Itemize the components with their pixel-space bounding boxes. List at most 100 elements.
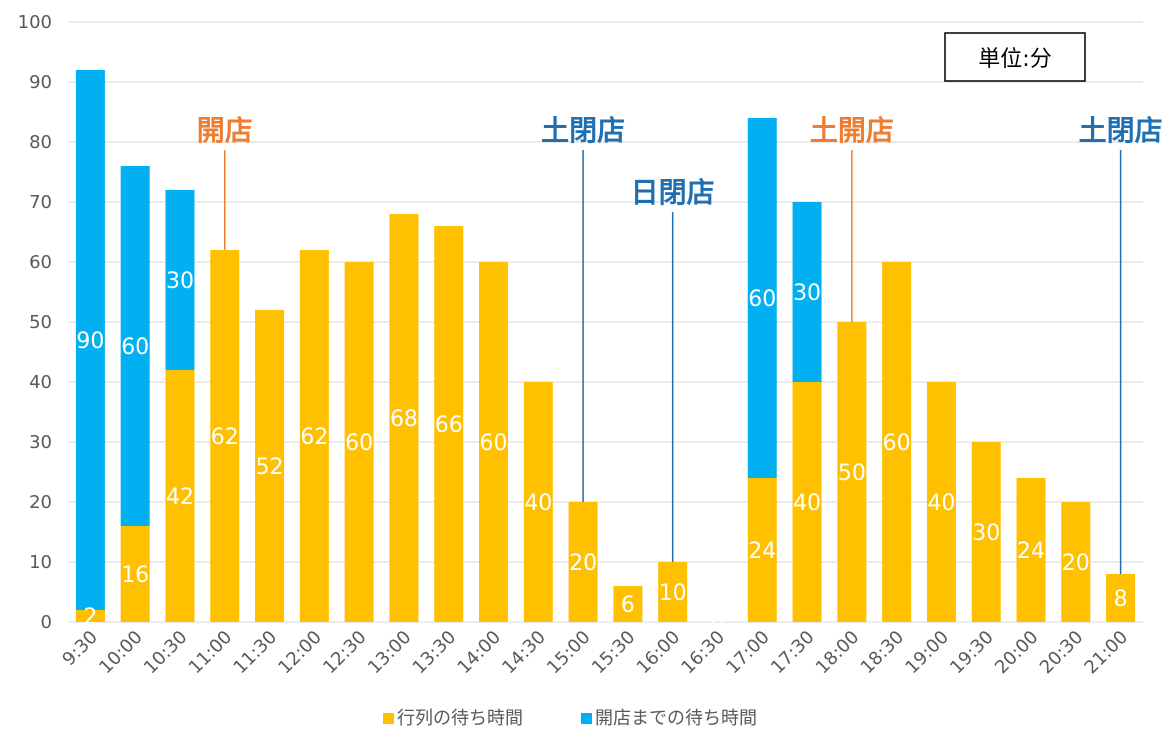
annotation-label: 日閉店 (631, 176, 715, 209)
data-label: 40 (524, 491, 552, 516)
legend: 行列の待ち時間 開店までの待ち時間 (383, 708, 757, 729)
x-tick-label: 11:00 (185, 627, 237, 679)
x-tick-label: 10:30 (140, 627, 192, 679)
bar-queue-wait (1061, 502, 1091, 622)
y-tick-label: 60 (29, 252, 52, 273)
data-label: 0 (710, 611, 724, 636)
y-tick-label: 100 (18, 12, 52, 33)
data-label: 52 (256, 455, 284, 480)
data-label: 20 (1062, 551, 1090, 576)
x-tick-label: 20:00 (991, 627, 1043, 679)
x-tick-label: 13:00 (364, 627, 416, 679)
y-tick-label: 80 (29, 132, 52, 153)
bar-queue-wait (120, 526, 150, 622)
y-tick-label: 10 (29, 552, 52, 573)
bar-queue-wait (658, 562, 688, 622)
bar-opening-wait (792, 202, 822, 382)
bar-queue-wait (165, 370, 195, 622)
bar-queue-wait (1016, 478, 1046, 622)
x-tick-label: 14:00 (454, 627, 506, 679)
bar-queue-wait (210, 250, 240, 622)
data-label: 42 (166, 485, 194, 510)
data-label: 60 (121, 335, 149, 360)
bar-queue-wait (75, 610, 105, 622)
x-tick-label: 14:30 (498, 627, 550, 679)
bar-queue-wait (837, 322, 867, 622)
y-tick-label: 30 (29, 432, 52, 453)
bar-queue-wait (523, 382, 553, 622)
data-label: 68 (390, 407, 418, 432)
data-label: 40 (793, 491, 821, 516)
annotation-label: 開店 (197, 114, 253, 147)
x-tick-label: 10:00 (95, 627, 147, 679)
bar-queue-wait (299, 250, 329, 622)
bar-opening-wait (120, 166, 150, 526)
annotation-label: 土閉店 (1079, 114, 1163, 147)
bar-queue-wait (926, 382, 956, 622)
legend-swatch (581, 713, 592, 724)
data-label: 24 (748, 539, 776, 564)
bar-queue-wait (971, 442, 1001, 622)
data-label: 60 (345, 431, 373, 456)
y-tick-label: 70 (29, 192, 52, 213)
data-label: 30 (166, 269, 194, 294)
x-tick-label: 15:30 (588, 627, 640, 679)
bars (75, 70, 1136, 622)
y-axis-ticks: 0 10 20 30 40 50 60 70 80 90 100 (18, 12, 52, 633)
data-label: 16 (121, 563, 149, 588)
unit-box: 単位:分 (944, 32, 1086, 82)
bar-queue-wait (792, 382, 822, 622)
data-label: 62 (211, 425, 239, 450)
x-tick-label: 15:00 (543, 627, 595, 679)
data-label: 60 (748, 287, 776, 312)
bar-opening-wait (165, 190, 195, 370)
x-tick-label: 12:30 (319, 627, 371, 679)
legend-swatch (383, 713, 394, 724)
x-tick-label: 12:00 (274, 627, 326, 679)
x-tick-label: 16:00 (633, 627, 685, 679)
bar-queue-wait (255, 310, 285, 622)
bar-queue-wait (434, 226, 464, 622)
data-label: 60 (883, 431, 911, 456)
bar-queue-wait (389, 214, 419, 622)
x-tick-label: 16:30 (677, 627, 729, 679)
bar-opening-wait (747, 118, 777, 478)
annotation-label: 土閉店 (541, 114, 625, 147)
bar-queue-wait (747, 478, 777, 622)
x-tick-label: 13:30 (409, 627, 461, 679)
data-label: 8 (1114, 587, 1128, 612)
data-label: 6 (621, 593, 635, 618)
bar-queue-wait (479, 262, 509, 622)
bar-queue-wait (568, 502, 598, 622)
x-tick-label: 17:00 (722, 627, 774, 679)
x-axis-ticks: 9:3010:0010:3011:0011:3012:0012:3013:001… (58, 627, 1132, 679)
data-label: 50 (838, 461, 866, 486)
data-label: 40 (927, 491, 955, 516)
data-label: 90 (76, 329, 104, 354)
unit-label: 単位:分 (978, 47, 1051, 72)
y-tick-label: 50 (29, 312, 52, 333)
legend-label: 行列の待ち時間 (397, 708, 523, 729)
bar-queue-wait (344, 262, 374, 622)
bar-labels: 2 90 16 60 42 30 62 52 62 60 68 66 60 40 20 6 10 0 24 60 40 3… (76, 269, 1127, 636)
x-tick-label: 21:00 (1081, 627, 1133, 679)
data-label: 24 (1017, 539, 1045, 564)
bar-queue-wait (882, 262, 912, 622)
data-label: 30 (793, 281, 821, 306)
x-tick-label: 18:00 (812, 627, 864, 679)
x-tick-label: 18:30 (857, 627, 909, 679)
bar-queue-wait (613, 586, 643, 622)
data-label: 66 (435, 413, 463, 438)
y-tick-label: 0 (41, 612, 52, 633)
data-label: 2 (83, 605, 97, 630)
unit-box-frame (944, 32, 1086, 82)
data-label: 60 (480, 431, 508, 456)
legend-label: 開店までの待ち時間 (595, 708, 757, 729)
x-tick-label: 17:30 (767, 627, 819, 679)
data-label: 62 (300, 425, 328, 450)
x-tick-label: 11:30 (230, 627, 282, 679)
gridlines (68, 21, 1143, 623)
x-tick-label: 19:30 (946, 627, 998, 679)
